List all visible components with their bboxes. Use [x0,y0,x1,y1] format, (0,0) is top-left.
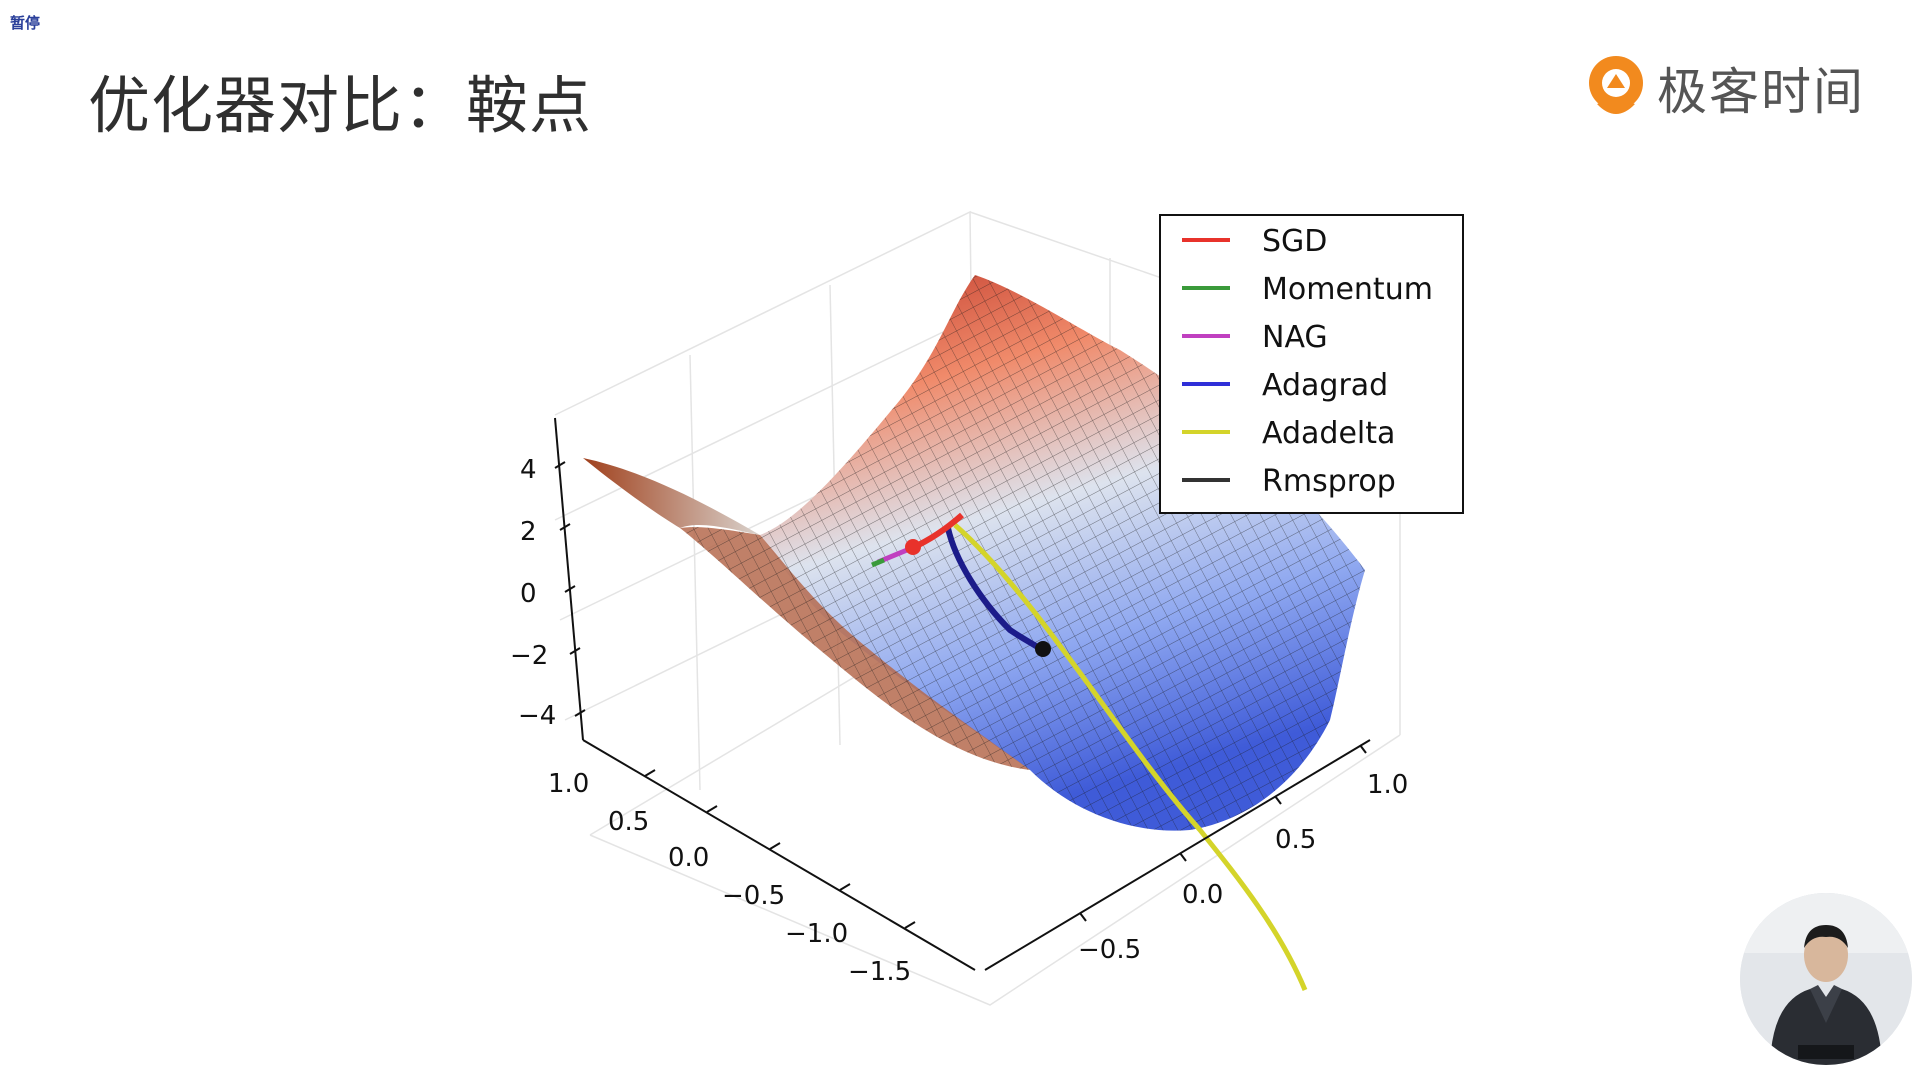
rmsprop-endpoint-marker [1035,641,1051,657]
momentum-trajectory [871,557,885,568]
x-tick-label: 0.5 [608,807,649,837]
brand-logo: 极客时间 [1585,48,1865,128]
slide-title: 优化器对比：鞍点 [88,69,593,142]
z-axis: 4 2 0 −2 −4 [510,417,586,741]
legend-item-momentum: Momentum [1182,272,1433,307]
brand-name: 极客时间 [1657,63,1865,121]
legend-label: Adagrad [1262,368,1388,403]
legend-item-nag: NAG [1182,320,1328,355]
legend-label: Adadelta [1262,416,1395,451]
legend-label: Momentum [1262,272,1433,307]
z-tick-label: −2 [510,641,548,671]
x-tick-label: −1.5 [848,957,911,987]
legend-item-adagrad: Adagrad [1182,368,1388,403]
presenter-video-icon [1740,893,1912,1065]
x-tick-label: 0.0 [668,843,709,873]
x-tick-label: −1.0 [785,919,848,949]
optimizer-trajectories [871,512,1308,991]
adadelta-trajectory [953,523,1308,991]
y-tick-label: 1.0 [1367,770,1408,800]
legend-label: SGD [1262,224,1327,259]
sgd-endpoint-marker [905,539,921,555]
z-tick-label: 0 [520,579,537,609]
legend-item-sgd: SGD [1182,224,1327,259]
y-axis: 1.0 0.5 0.0 −0.5 [984,739,1408,971]
saddle-surface [583,275,1365,831]
z-tick-label: 2 [520,517,537,547]
legend-item-adadelta: Adadelta [1182,416,1395,451]
pause-status-badge[interactable]: 暂停 [10,14,41,32]
chart-legend: SGD Momentum NAG Adagrad Adadelta Rmspro… [1159,214,1464,514]
presenter-webcam [1740,893,1912,1065]
y-tick-label: 0.5 [1275,825,1316,855]
x-axis: 1.0 0.5 0.0 −0.5 −1.0 −1.5 [548,739,976,987]
adagrad-trajectory [945,527,1044,653]
legend-item-rmsprop: Rmsprop [1182,464,1396,499]
legend-label: Rmsprop [1262,464,1396,499]
x-tick-label: 1.0 [548,769,589,799]
y-tick-label: −0.5 [1078,935,1141,965]
y-tick-label: 0.0 [1182,880,1223,910]
z-tick-label: 4 [520,455,537,485]
x-tick-label: −0.5 [722,881,785,911]
z-tick-label: −4 [518,701,556,731]
geektime-logo-icon [1589,56,1643,114]
legend-label: NAG [1262,320,1328,355]
